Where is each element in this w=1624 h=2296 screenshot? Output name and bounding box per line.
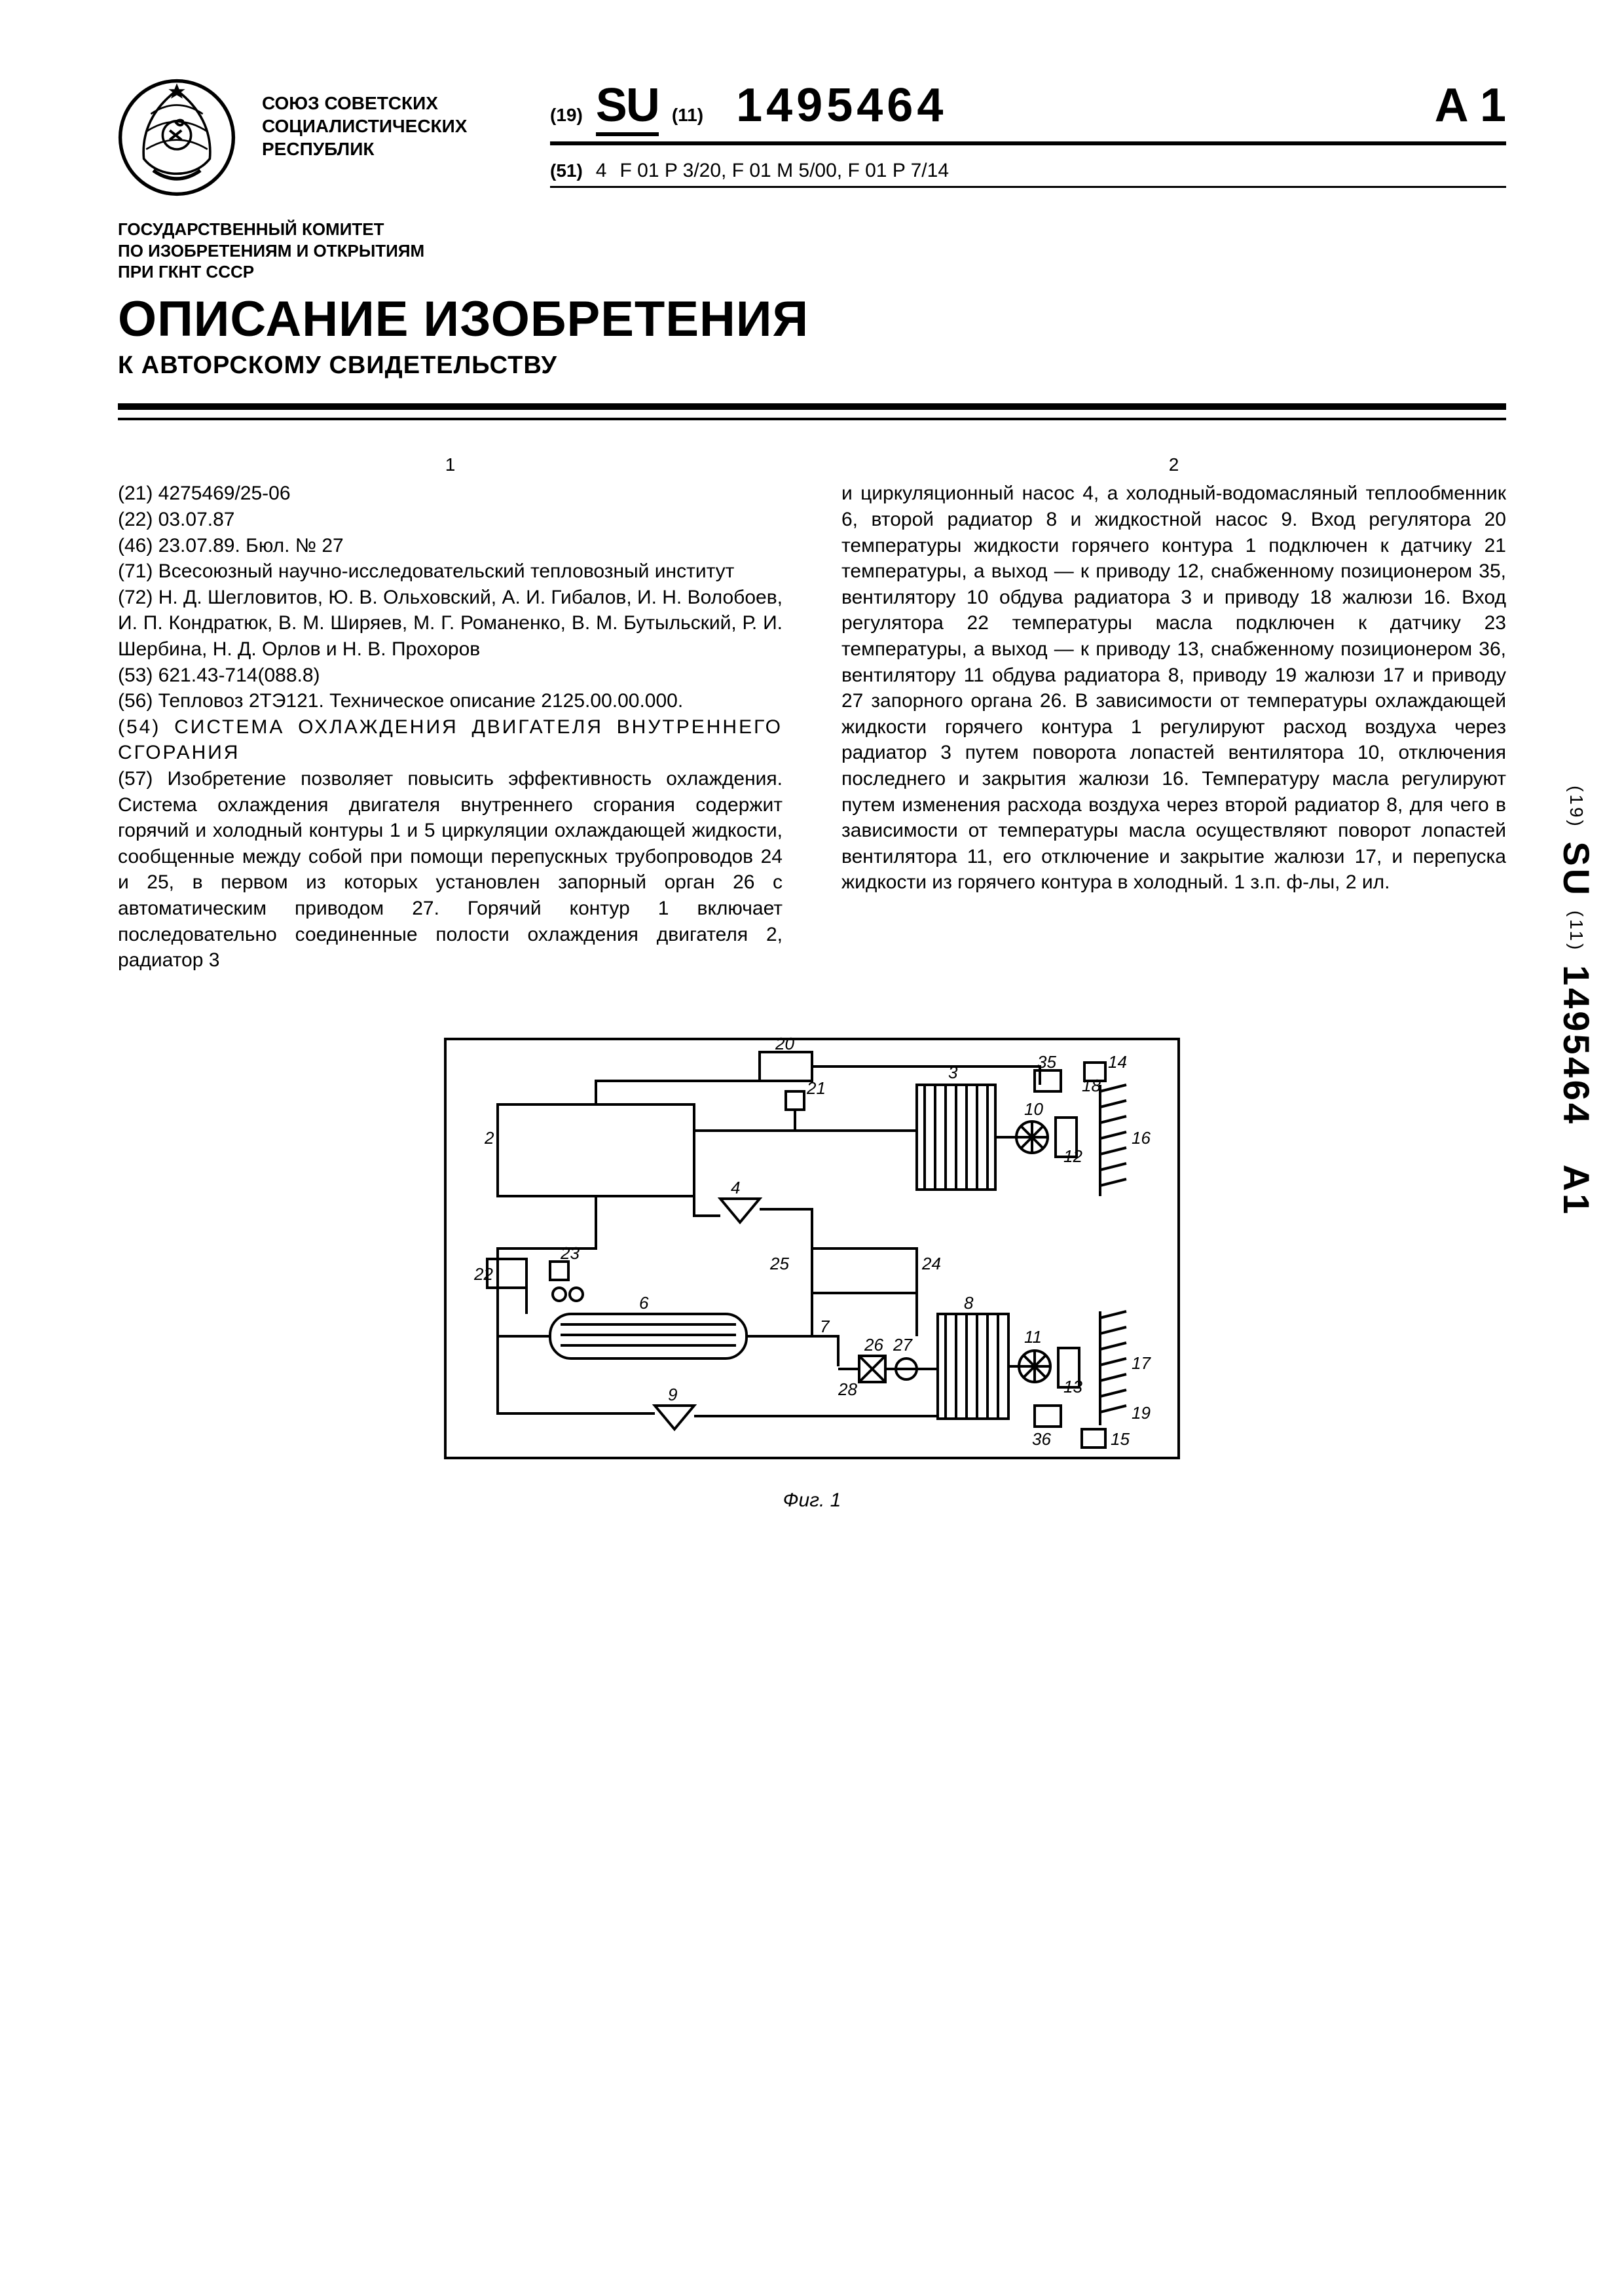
spine-inid19: (19) xyxy=(1566,786,1587,829)
svg-text:35: 35 xyxy=(1037,1052,1056,1072)
double-rule xyxy=(118,403,1506,420)
committee: ГОСУДАРСТВЕННЫЙ КОМИТЕТ ПО ИЗОБРЕТЕНИЯМ … xyxy=(118,219,1506,283)
svg-text:16: 16 xyxy=(1132,1128,1151,1148)
kind-code: A 1 xyxy=(1435,79,1506,132)
issuer: СОЮЗ СОВЕТСКИХ СОЦИАЛИСТИЧЕСКИХ РЕСПУБЛИ… xyxy=(262,79,498,160)
publication-block: (19) SU (11) 1495464 A 1 (51) 4 F 01 P 3… xyxy=(550,79,1506,188)
spine-kind: A1 xyxy=(1556,1165,1597,1217)
column-number: 1 xyxy=(118,453,783,477)
column-number: 2 xyxy=(841,453,1506,477)
header: СОЮЗ СОВЕТСКИХ СОЦИАЛИСТИЧЕСКИХ РЕСПУБЛИ… xyxy=(118,79,1506,196)
field-46: (46) 23.07.89. Бюл. № 27 xyxy=(118,533,783,559)
spine-number: 1495464 xyxy=(1556,965,1597,1126)
document-subtitle: К АВТОРСКОМУ СВИДЕТЕЛЬСТВУ xyxy=(118,352,1506,380)
spine-inid11: (11) xyxy=(1566,911,1587,953)
committee-line: ПО ИЗОБРЕТЕНИЯМ И ОТКРЫТИЯМ xyxy=(118,240,1506,262)
column-right: 2 и циркуляционный насос 4, а холодный-в… xyxy=(841,453,1506,974)
figure-caption: Фиг. 1 xyxy=(419,1489,1205,1512)
issuer-line: СОЦИАЛИСТИЧЕСКИХ xyxy=(262,115,498,137)
svg-text:28: 28 xyxy=(838,1379,857,1399)
svg-text:11: 11 xyxy=(1024,1327,1042,1347)
svg-text:4: 4 xyxy=(731,1178,740,1197)
svg-text:23: 23 xyxy=(560,1243,580,1263)
field-72: (72) Н. Д. Шегловитов, Ю. В. Ольховский,… xyxy=(118,585,783,663)
ipc-classes: F 01 P 3/20, F 01 M 5/00, F 01 P 7/14 xyxy=(619,160,949,182)
svg-text:26: 26 xyxy=(864,1335,883,1355)
ipc-edition: 4 xyxy=(596,160,607,182)
publication-number-row: (19) SU (11) 1495464 A 1 xyxy=(550,79,1506,145)
document-title: ОПИСАНИЕ ИЗОБРЕТЕНИЯ xyxy=(118,291,1506,348)
svg-text:21: 21 xyxy=(806,1078,826,1098)
ipc-row: (51) 4 F 01 P 3/20, F 01 M 5/00, F 01 P … xyxy=(550,157,1506,188)
committee-line: ГОСУДАРСТВЕННЫЙ КОМИТЕТ xyxy=(118,219,1506,240)
abstract-continued: и циркуляционный насос 4, а холодный-вод… xyxy=(841,481,1506,896)
document-number: 1495464 xyxy=(736,79,947,132)
inid-19: (19) xyxy=(550,105,583,126)
issuer-line: СОЮЗ СОВЕТСКИХ xyxy=(262,92,498,115)
svg-text:36: 36 xyxy=(1032,1429,1051,1449)
svg-text:13: 13 xyxy=(1063,1377,1082,1396)
inid-51: (51) xyxy=(550,160,583,181)
svg-text:18: 18 xyxy=(1082,1076,1101,1095)
svg-text:17: 17 xyxy=(1132,1353,1151,1373)
field-71: (71) Всесоюзный научно-исследовательский… xyxy=(118,558,783,585)
spine-country: SU xyxy=(1556,841,1597,898)
field-54: (54) СИСТЕМА ОХЛАЖДЕНИЯ ДВИГАТЕЛЯ ВНУТРЕ… xyxy=(118,714,783,766)
field-21: (21) 4275469/25-06 xyxy=(118,481,783,507)
svg-text:9: 9 xyxy=(668,1385,677,1404)
svg-text:2: 2 xyxy=(484,1128,494,1148)
svg-text:19: 19 xyxy=(1132,1403,1151,1423)
issuer-line: РЕСПУБЛИК xyxy=(262,137,498,160)
schematic-diagram: 2 3 4 6 7 8 9 10 12 11 13 14 15 16 17 18… xyxy=(419,1013,1205,1484)
field-22: (22) 03.07.87 xyxy=(118,507,783,533)
column-left: 1 (21) 4275469/25-06 (22) 03.07.87 (46) … xyxy=(118,453,783,974)
body-columns: 1 (21) 4275469/25-06 (22) 03.07.87 (46) … xyxy=(118,453,1506,974)
country-code: SU xyxy=(596,79,659,136)
svg-text:24: 24 xyxy=(921,1254,941,1273)
committee-line: ПРИ ГКНТ СССР xyxy=(118,261,1506,283)
svg-text:20: 20 xyxy=(775,1034,794,1053)
svg-text:10: 10 xyxy=(1024,1099,1043,1119)
svg-text:6: 6 xyxy=(639,1293,649,1313)
svg-text:22: 22 xyxy=(473,1264,493,1284)
spine-label: (19) SU (11) 1495464 A1 xyxy=(1555,786,1598,1216)
svg-text:3: 3 xyxy=(948,1063,958,1082)
svg-text:8: 8 xyxy=(964,1293,974,1313)
figure-1: 2 3 4 6 7 8 9 10 12 11 13 14 15 16 17 18… xyxy=(419,1013,1205,1512)
field-56: (56) Тепловоз 2ТЭ121. Техническое описан… xyxy=(118,688,783,714)
svg-text:15: 15 xyxy=(1111,1429,1130,1449)
svg-text:27: 27 xyxy=(893,1335,913,1355)
svg-text:25: 25 xyxy=(769,1254,789,1273)
field-53: (53) 621.43-714(088.8) xyxy=(118,663,783,689)
svg-text:7: 7 xyxy=(820,1317,830,1336)
state-emblem-icon xyxy=(118,79,236,196)
svg-text:12: 12 xyxy=(1063,1146,1082,1166)
inid-11: (11) xyxy=(672,105,703,126)
svg-text:14: 14 xyxy=(1108,1052,1127,1072)
field-57: (57) Изобретение позволяет повысить эффе… xyxy=(118,766,783,974)
